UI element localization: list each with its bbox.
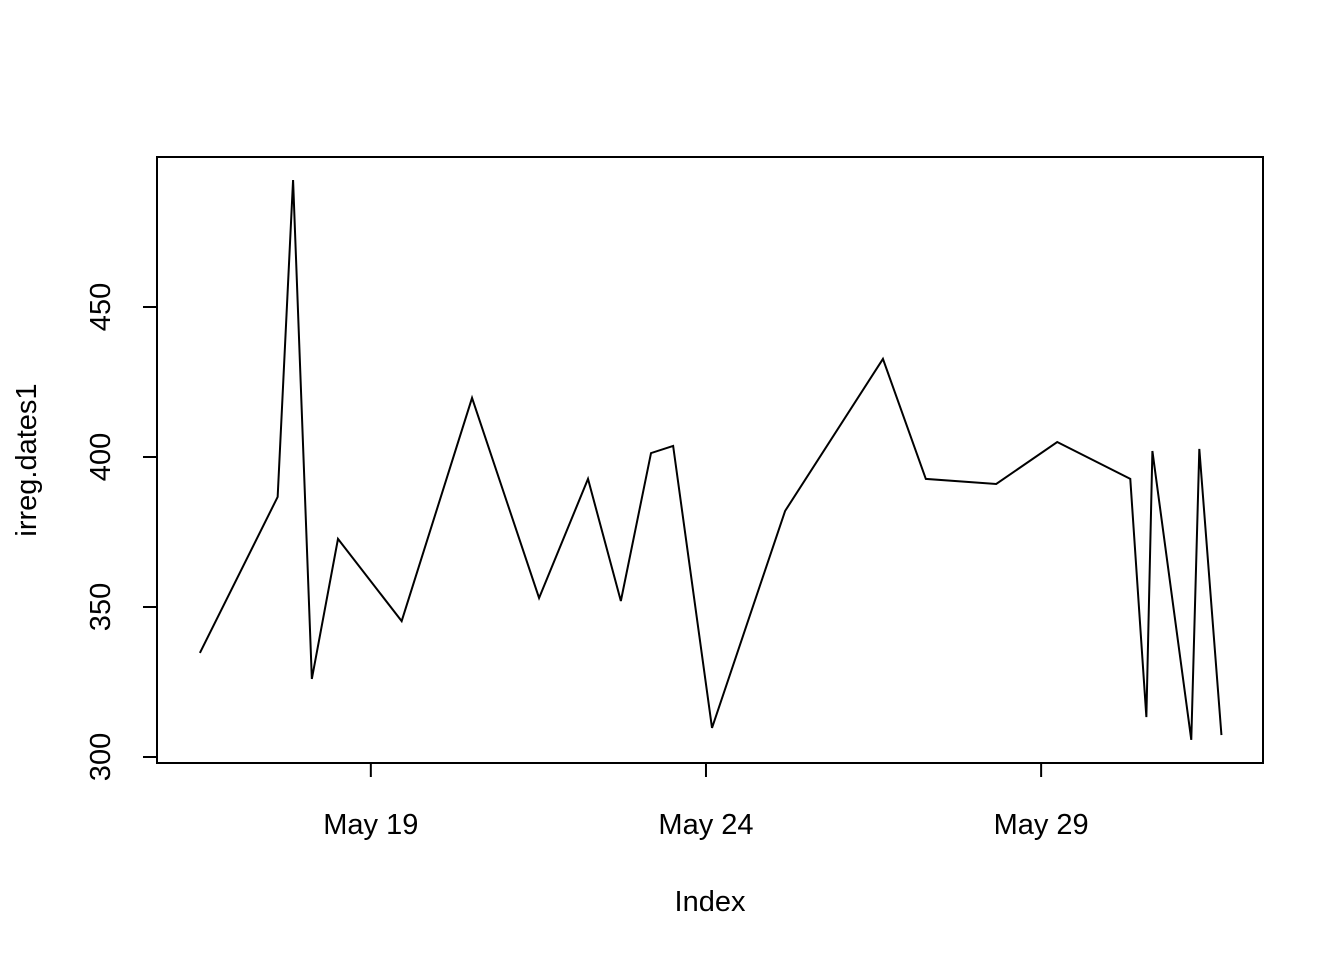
x-axis-title: Index (675, 886, 746, 918)
data-line (199, 180, 1223, 741)
y-tick-label: 350 (85, 583, 117, 631)
y-tick-label: 300 (85, 733, 117, 781)
y-axis-title: irreg.dates1 (11, 383, 43, 536)
x-tick-label: May 29 (994, 809, 1089, 841)
plot-box (156, 156, 1264, 764)
x-tick-label: May 24 (658, 809, 753, 841)
y-tick-label: 450 (85, 283, 117, 331)
x-tick-label: May 19 (323, 809, 418, 841)
y-tick-label: 400 (85, 433, 117, 481)
